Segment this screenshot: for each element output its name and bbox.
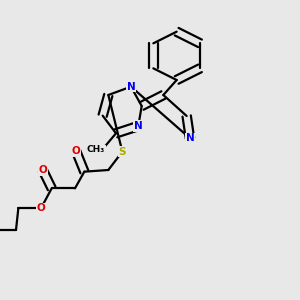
Text: N: N (127, 82, 135, 92)
Text: CH₃: CH₃ (87, 145, 105, 154)
Text: O: O (37, 203, 45, 213)
Text: O: O (38, 165, 47, 175)
Text: N: N (186, 133, 194, 143)
Text: O: O (72, 146, 80, 156)
Text: N: N (134, 121, 143, 131)
Text: S: S (118, 147, 126, 157)
